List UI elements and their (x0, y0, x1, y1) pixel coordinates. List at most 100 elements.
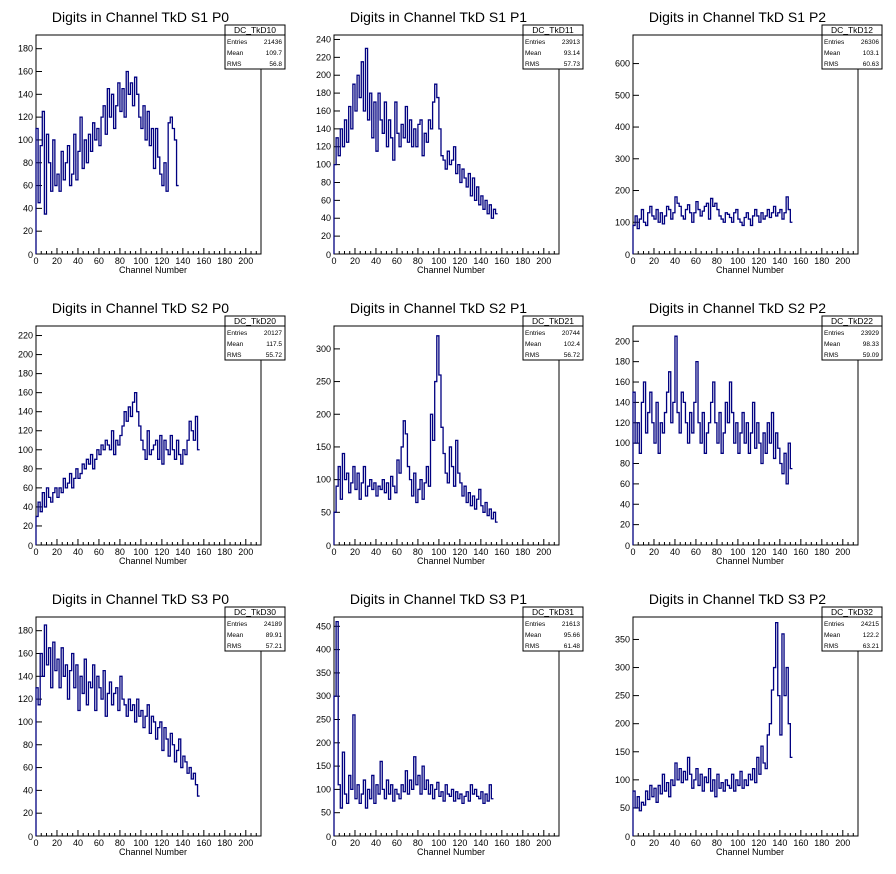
stats-value: 26306 (861, 39, 879, 46)
x-tick-label: 80 (413, 256, 423, 266)
x-tick-label: 100 (431, 838, 446, 848)
y-tick-label: 0 (326, 541, 331, 551)
stats-value: 23929 (861, 330, 879, 337)
plot-frame (35, 325, 262, 546)
stats-value: 20744 (562, 330, 580, 337)
x-tick-label: 200 (835, 547, 850, 557)
y-tick-label: 0 (625, 250, 630, 260)
x-tick-label: 60 (392, 547, 402, 557)
y-tick-label: 100 (316, 160, 331, 170)
chart-title: Digits in Channel TkD S2 P2 (649, 300, 826, 316)
y-tick-label: 140 (18, 89, 33, 99)
x-tick-label: 180 (814, 256, 829, 266)
stats-value: 89.91 (266, 632, 283, 639)
x-tick-label: 20 (649, 256, 659, 266)
stats-label: Entries (824, 39, 845, 46)
y-tick-label: 120 (18, 694, 33, 704)
x-tick-label: 0 (331, 547, 336, 557)
x-tick-label: 40 (670, 838, 680, 848)
y-tick-label: 160 (18, 388, 33, 398)
y-tick-label: 140 (18, 407, 33, 417)
y-tick-label: 0 (326, 832, 331, 842)
stats-value: 57.21 (266, 643, 283, 650)
y-tick-label: 0 (326, 250, 331, 260)
stats-box: DC_TkD21 Entries 20744 Mean 102.4 RMS 56.72 (522, 315, 584, 361)
stats-label: Mean (525, 632, 542, 639)
x-tick-label: 160 (793, 838, 808, 848)
x-tick-label: 160 (494, 838, 509, 848)
y-tick-label: 300 (316, 344, 331, 354)
y-tick-label: 220 (316, 52, 331, 62)
stats-value: 98.33 (863, 341, 880, 348)
x-tick-label: 20 (350, 838, 360, 848)
y-tick-label: 200 (316, 738, 331, 748)
stats-label: Mean (227, 632, 244, 639)
y-tick-label: 180 (18, 369, 33, 379)
y-tick-label: 250 (615, 691, 630, 701)
y-tick-label: 200 (615, 336, 630, 346)
stats-label: Entries (824, 621, 845, 628)
y-tick-label: 140 (316, 124, 331, 134)
stats-box-frame (821, 606, 883, 652)
y-tick-label: 400 (615, 122, 630, 132)
stats-box-frame (522, 24, 584, 70)
x-tick-label: 140 (772, 256, 787, 266)
stats-box: DC_TkD20 Entries 20127 Mean 117.5 RMS 55.72 (224, 315, 286, 361)
x-tick-label: 0 (331, 838, 336, 848)
y-tick-label: 300 (615, 663, 630, 673)
histogram-panel-7: Digits in Channel TkD S3 P0 0 20 40 60 80 100 1… (18, 591, 286, 857)
y-tick-label: 240 (316, 34, 331, 44)
histogram-panel-6: Digits in Channel TkD S2 P2 0 20 40 60 80 100 1… (615, 300, 883, 566)
stats-label: RMS (227, 61, 242, 68)
x-tick-label: 180 (814, 838, 829, 848)
x-tick-label: 100 (431, 256, 446, 266)
stats-label: RMS (227, 352, 242, 359)
histogram-series (35, 624, 200, 836)
stats-label: Entries (227, 621, 248, 628)
stats-value: 21613 (562, 621, 580, 628)
stats-box-name: DC_TkD12 (831, 25, 873, 35)
y-tick-label: 40 (23, 502, 33, 512)
stats-value: 93.14 (564, 50, 581, 57)
stats-value: 59.09 (863, 352, 880, 359)
x-tick-label: 20 (52, 547, 62, 557)
y-tick-label: 220 (18, 331, 33, 341)
x-tick-label: 160 (793, 256, 808, 266)
stats-value: 95.66 (564, 632, 581, 639)
stats-value: 24215 (861, 621, 879, 628)
y-tick-label: 0 (28, 250, 33, 260)
x-tick-label: 40 (73, 838, 83, 848)
histogram-series (333, 335, 498, 545)
stats-box: DC_TkD31 Entries 21613 Mean 95.66 RMS 61.48 (522, 606, 584, 652)
x-tick-label: 140 (175, 256, 190, 266)
x-tick-label: 0 (331, 256, 336, 266)
x-tick-label: 120 (452, 547, 467, 557)
histogram-panel-9: Digits in Channel TkD S3 P2 0 20 40 60 80 100 1… (615, 591, 883, 857)
histogram-series (632, 335, 793, 545)
x-tick-label: 140 (473, 838, 488, 848)
stats-label: RMS (824, 643, 839, 650)
stats-label: RMS (227, 643, 242, 650)
stats-value: 55.72 (266, 352, 283, 359)
stats-label: RMS (525, 61, 540, 68)
chart-title: Digits in Channel TkD S3 P0 (52, 591, 229, 607)
x-tick-label: 120 (751, 547, 766, 557)
x-tick-label: 0 (33, 256, 38, 266)
stats-value: 63.21 (863, 643, 880, 650)
x-tick-label: 200 (536, 256, 551, 266)
stats-value: 24189 (264, 621, 282, 628)
y-tick-label: 20 (620, 520, 630, 530)
x-tick-label: 80 (115, 838, 125, 848)
histogram-panel-8: Digits in Channel TkD S3 P1 0 20 40 60 80 100 1… (316, 591, 584, 857)
x-axis-label: Channel Number (716, 556, 784, 566)
stats-box-frame (522, 315, 584, 361)
y-tick-label: 150 (615, 747, 630, 757)
y-tick-label: 120 (18, 426, 33, 436)
x-tick-label: 20 (52, 256, 62, 266)
stats-box: DC_TkD30 Entries 24189 Mean 89.91 RMS 57.21 (224, 606, 286, 652)
y-tick-label: 100 (615, 775, 630, 785)
stats-box-name: DC_TkD20 (234, 316, 276, 326)
y-tick-label: 100 (615, 438, 630, 448)
y-tick-label: 60 (620, 479, 630, 489)
